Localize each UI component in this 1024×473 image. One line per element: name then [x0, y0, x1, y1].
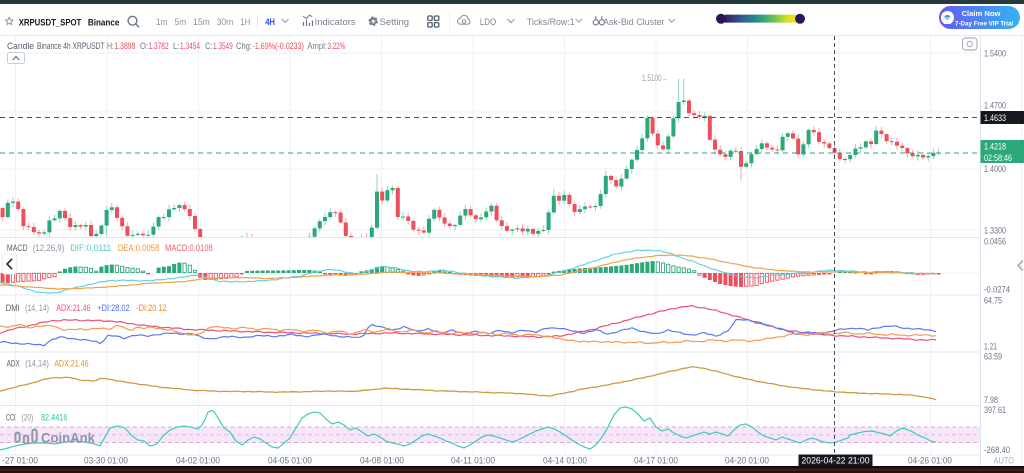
- svg-text:1.3782: 1.3782: [149, 41, 169, 51]
- svg-text:Candle: Candle: [7, 41, 34, 51]
- svg-text:1.5100→: 1.5100→: [642, 73, 668, 84]
- svg-text:XRPUSDT_SPOT: XRPUSDT_SPOT: [19, 17, 82, 28]
- svg-text:MACD: MACD: [7, 243, 28, 253]
- svg-text:ADX:21.46: ADX:21.46: [54, 359, 88, 369]
- svg-text:82.4416: 82.4416: [41, 413, 67, 423]
- svg-text:3.22%: 3.22%: [328, 41, 346, 51]
- svg-text:Binance 4h XRPUSDT: Binance 4h XRPUSDT: [37, 41, 105, 51]
- svg-text:-268.40: -268.40: [984, 445, 1010, 456]
- svg-text:1.4633: 1.4633: [984, 113, 1006, 124]
- svg-text:1.4700: 1.4700: [984, 101, 1006, 112]
- svg-text:5m: 5m: [175, 16, 187, 27]
- svg-text:Setting: Setting: [380, 16, 410, 27]
- svg-text:1.21: 1.21: [984, 342, 997, 353]
- svg-text:O:: O:: [140, 41, 148, 51]
- svg-text:7.98: 7.98: [984, 395, 998, 406]
- svg-text:CoinAnk: CoinAnk: [41, 430, 95, 446]
- svg-text:04-20 01:00: 04-20 01:00: [725, 456, 769, 467]
- svg-text:04-26 01:00: 04-26 01:00: [908, 456, 952, 467]
- svg-text:Ticks/Row:1: Ticks/Row:1: [527, 16, 575, 27]
- svg-text:1H: 1H: [240, 16, 250, 27]
- svg-text:64.75: 64.75: [984, 296, 1002, 307]
- svg-text:1.3454: 1.3454: [180, 41, 200, 51]
- svg-text:4H: 4H: [265, 16, 275, 27]
- svg-text:1.4218: 1.4218: [984, 142, 1006, 153]
- svg-text:Indicators: Indicators: [315, 16, 356, 27]
- svg-text:CCI: CCI: [6, 413, 16, 423]
- svg-text:-1.69%(-0.0233): -1.69%(-0.0233): [253, 41, 304, 51]
- svg-text:1.3300: 1.3300: [984, 226, 1006, 237]
- svg-text:(14,14): (14,14): [25, 359, 49, 369]
- svg-text:L:: L:: [173, 41, 180, 51]
- svg-text:DIF:0.0111: DIF:0.0111: [71, 243, 112, 253]
- svg-text:(20): (20): [22, 413, 34, 423]
- svg-text:H:: H:: [107, 41, 114, 51]
- svg-text:04-02 01:00: 04-02 01:00: [176, 456, 220, 467]
- svg-text:02:58:46: 02:58:46: [984, 153, 1012, 164]
- svg-text:DMI: DMI: [6, 303, 20, 313]
- svg-text:AUTO: AUTO: [994, 456, 1014, 467]
- svg-text:30m: 30m: [217, 16, 234, 27]
- svg-text:-0.0274: -0.0274: [984, 285, 1010, 296]
- svg-text:MACD:0.0108: MACD:0.0108: [165, 243, 213, 253]
- svg-text:1m: 1m: [156, 16, 167, 27]
- svg-text:(12,26,9): (12,26,9): [33, 243, 65, 253]
- svg-text:DEA:0.0058: DEA:0.0058: [118, 243, 160, 253]
- svg-text:63.59: 63.59: [984, 352, 1002, 363]
- svg-text:15m: 15m: [193, 16, 210, 27]
- svg-text:-DI:20.12: -DI:20.12: [136, 303, 166, 313]
- svg-text:+DI:28.02: +DI:28.02: [97, 303, 129, 313]
- svg-text:1.5400: 1.5400: [984, 49, 1006, 60]
- svg-text:04-17 01:00: 04-17 01:00: [634, 456, 678, 467]
- svg-text:397.61: 397.61: [984, 405, 1006, 416]
- svg-text:04-05 01:00: 04-05 01:00: [268, 456, 312, 467]
- svg-text:0.0456: 0.0456: [984, 237, 1006, 248]
- svg-text:04-14 01:00: 04-14 01:00: [543, 456, 587, 467]
- svg-text:1.4000: 1.4000: [984, 164, 1006, 175]
- svg-text:04-08 01:00: 04-08 01:00: [360, 456, 404, 467]
- svg-text:1.3549: 1.3549: [213, 41, 233, 51]
- svg-text:LDO: LDO: [480, 16, 496, 27]
- svg-text:C:: C:: [205, 41, 213, 51]
- svg-text:ADX: ADX: [7, 359, 20, 369]
- svg-text:Ampl:: Ampl:: [307, 41, 327, 51]
- svg-text:Binance: Binance: [88, 17, 120, 28]
- svg-text:(14, 14): (14, 14): [25, 303, 49, 313]
- svg-text:-27 01:00: -27 01:00: [2, 456, 38, 467]
- svg-text:04-11 01:00: 04-11 01:00: [451, 456, 495, 467]
- svg-text:ADX:21.46: ADX:21.46: [56, 303, 90, 313]
- svg-text:03-30 01:00: 03-30 01:00: [84, 456, 128, 467]
- svg-text:Ask-Bid Cluster: Ask-Bid Cluster: [603, 16, 665, 27]
- svg-text:Chg:: Chg:: [236, 41, 252, 51]
- svg-text:1.3898: 1.3898: [115, 41, 136, 51]
- svg-text:2026-04-22 21:00: 2026-04-22 21:00: [802, 456, 870, 467]
